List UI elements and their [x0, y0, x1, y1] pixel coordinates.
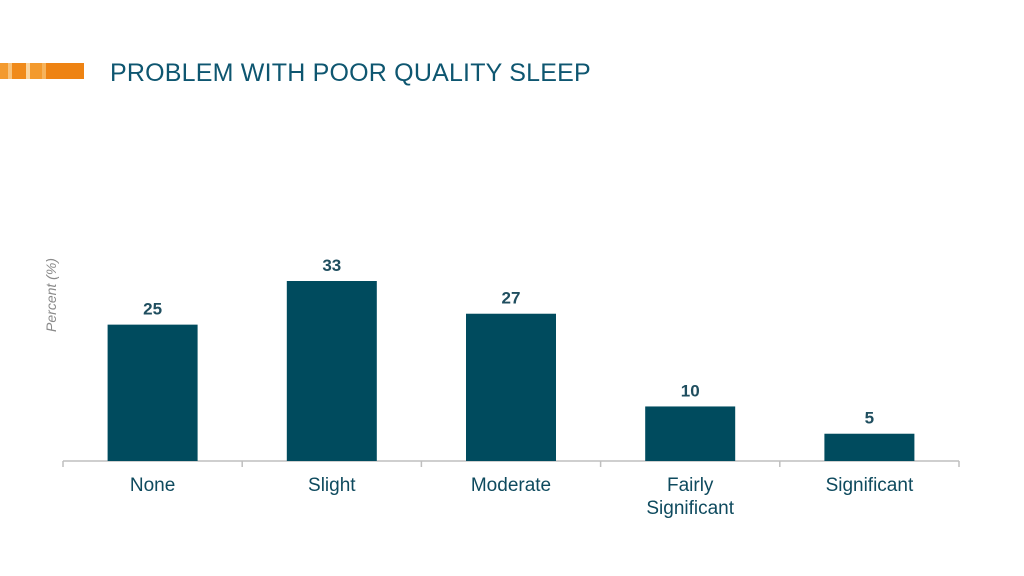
bar — [824, 433, 915, 461]
slide-title: PROBLEM WITH POOR QUALITY SLEEP — [110, 59, 591, 87]
bar-value-label: 25 — [143, 300, 162, 319]
bar-value-label: 5 — [865, 409, 874, 428]
bar — [466, 313, 556, 461]
accent-segment — [0, 63, 8, 79]
accent-segment — [8, 63, 12, 79]
title-accent-bar — [0, 63, 84, 79]
bar-value-label: 33 — [322, 256, 341, 275]
x-tick-label: None — [130, 475, 175, 496]
accent-segment — [42, 63, 46, 79]
x-tick-label: Significant — [646, 498, 734, 519]
bar-value-label: 27 — [502, 289, 521, 308]
bar-value-label: 10 — [681, 381, 700, 400]
x-tick-label: Slight — [308, 475, 356, 496]
bar — [107, 324, 198, 461]
accent-segment — [30, 63, 42, 79]
accent-segment — [46, 63, 84, 79]
x-tick-label: Fairly — [667, 475, 714, 496]
bar — [286, 281, 377, 461]
bar — [645, 406, 736, 461]
accent-segment — [12, 63, 26, 79]
x-tick-label: Significant — [826, 475, 914, 496]
x-tick-label: Moderate — [471, 475, 551, 496]
accent-segment — [26, 63, 30, 79]
